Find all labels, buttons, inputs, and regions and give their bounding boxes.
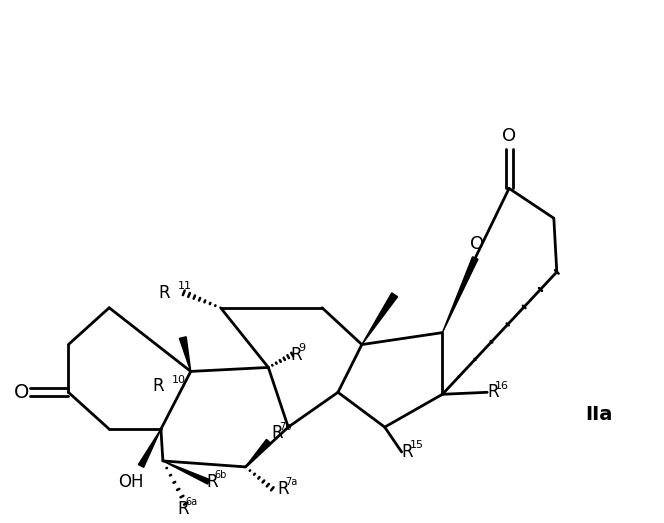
Text: O: O bbox=[502, 127, 516, 145]
Text: R: R bbox=[178, 499, 189, 518]
Text: 11: 11 bbox=[178, 281, 192, 291]
Polygon shape bbox=[362, 293, 398, 345]
Polygon shape bbox=[442, 257, 478, 333]
Text: R: R bbox=[152, 377, 164, 395]
Text: 7b: 7b bbox=[279, 422, 291, 431]
Text: O: O bbox=[470, 235, 484, 253]
Polygon shape bbox=[179, 337, 191, 371]
Polygon shape bbox=[163, 461, 210, 484]
Text: 7a: 7a bbox=[285, 477, 297, 487]
Text: 16: 16 bbox=[495, 381, 509, 391]
Text: 15: 15 bbox=[410, 440, 424, 450]
Text: R: R bbox=[290, 346, 302, 363]
Text: R: R bbox=[272, 424, 283, 442]
Text: IIa: IIa bbox=[585, 405, 612, 424]
Text: O: O bbox=[14, 383, 29, 402]
Text: 9: 9 bbox=[298, 343, 305, 353]
Text: R: R bbox=[402, 443, 413, 461]
Text: R: R bbox=[278, 480, 289, 498]
Text: 6a: 6a bbox=[185, 497, 198, 507]
Text: R: R bbox=[487, 383, 499, 401]
Text: 6b: 6b bbox=[214, 470, 227, 480]
Text: R: R bbox=[207, 473, 218, 491]
Text: R: R bbox=[158, 284, 170, 302]
Polygon shape bbox=[246, 439, 270, 467]
Text: 10: 10 bbox=[172, 375, 186, 385]
Text: OH: OH bbox=[118, 473, 144, 491]
Polygon shape bbox=[138, 429, 161, 468]
